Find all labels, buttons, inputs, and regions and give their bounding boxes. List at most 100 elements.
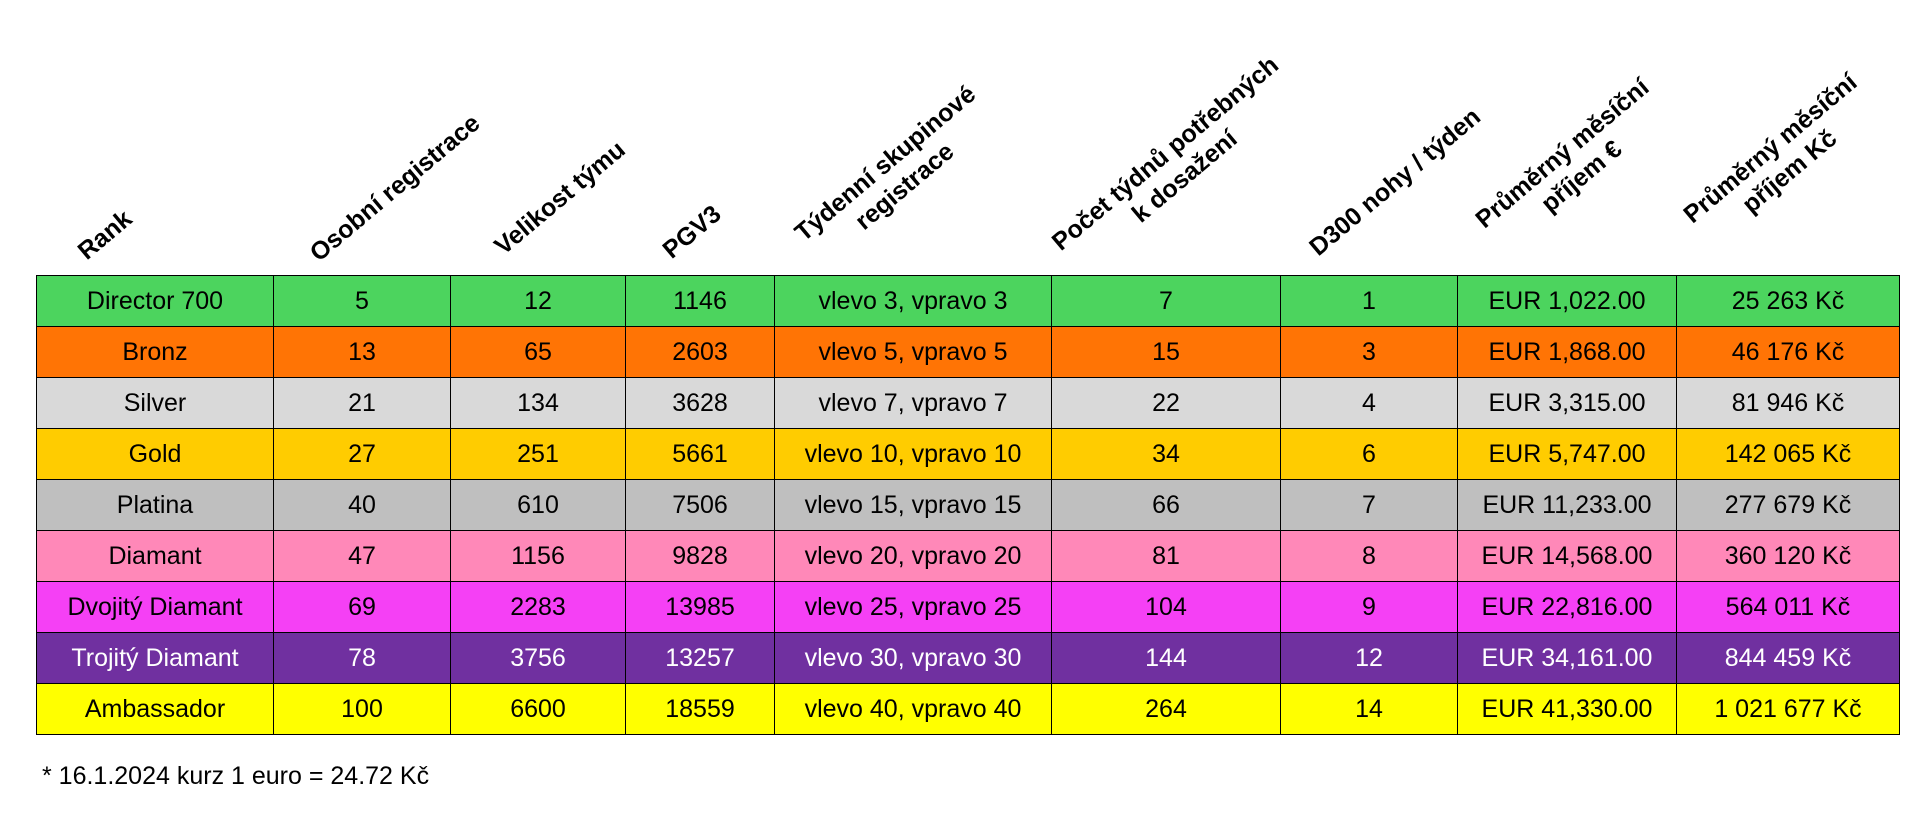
cell-osobni-registrace: 47 — [273, 530, 451, 582]
cell-tydenni-registrace: vlevo 15, vpravo 15 — [774, 479, 1052, 531]
table-row: Trojitý Diamant 78 3756 13257 vlevo 30, vpra… — [36, 632, 1900, 684]
cell-tydenni-registrace: vlevo 7, vpravo 7 — [774, 377, 1052, 429]
cell-prijem-eur: EUR 14,568.00 — [1457, 530, 1677, 582]
cell-prijem-eur: EUR 41,330.00 — [1457, 683, 1677, 735]
cell-tydenni-registrace: vlevo 3, vpravo 3 — [774, 275, 1052, 327]
cell-osobni-registrace: 5 — [273, 275, 451, 327]
cell-prijem-kc: 46 176 Kč — [1676, 326, 1900, 378]
cell-osobni-registrace: 78 — [273, 632, 451, 684]
cell-prijem-eur: EUR 22,816.00 — [1457, 581, 1677, 633]
cell-prijem-kc: 564 011 Kč — [1676, 581, 1900, 633]
header-prijem-eur: Průměrný měsíční příjem € — [1470, 72, 1675, 257]
cell-pgv3: 13985 — [625, 581, 775, 633]
cell-velikost-tymu: 12 — [450, 275, 626, 327]
cell-velikost-tymu: 134 — [450, 377, 626, 429]
rank-table: Director 700 5 12 1146 vlevo 3, vpravo 3 7 1 EU… — [36, 275, 1900, 735]
cell-d300-nohy: 6 — [1280, 428, 1458, 480]
header-velikost-tymu-line: Velikost týmu — [489, 135, 631, 261]
header-pgv3-line: PGV3 — [657, 199, 727, 265]
cell-osobni-registrace: 13 — [273, 326, 451, 378]
table-row: Platina 40 610 7506 vlevo 15, vpravo 15 66 7 EU… — [36, 479, 1900, 531]
cell-d300-nohy: 7 — [1280, 479, 1458, 531]
header-pocet-tydnu-line: k dosažení — [1126, 124, 1243, 229]
cell-prijem-kc: 277 679 Kč — [1676, 479, 1900, 531]
cell-rank: Dvojitý Diamant — [36, 581, 274, 633]
header-d300-nohy: D300 nohy / týden — [1303, 102, 1486, 263]
header-tydenni-registrace: Týdenní skupinové registrace — [789, 79, 1001, 271]
cell-pocet-tydnu: 15 — [1051, 326, 1281, 378]
header-rank-line: Rank — [72, 204, 138, 266]
cell-d300-nohy: 4 — [1280, 377, 1458, 429]
exchange-rate-footnote: * 16.1.2024 kurz 1 euro = 24.72 Kč — [42, 762, 430, 790]
table-row: Silver 21 134 3628 vlevo 7, vpravo 7 22 4 EUR 3… — [36, 377, 1900, 429]
header-d300-nohy-line: D300 nohy / týden — [1304, 102, 1486, 262]
cell-pocet-tydnu: 144 — [1051, 632, 1281, 684]
cell-pocet-tydnu: 66 — [1051, 479, 1281, 531]
cell-osobni-registrace: 69 — [273, 581, 451, 633]
header-pocet-tydnu: Počet týdnů potřebných k dosažení — [1046, 50, 1304, 280]
cell-prijem-eur: EUR 11,233.00 — [1457, 479, 1677, 531]
cell-prijem-eur: EUR 5,747.00 — [1457, 428, 1677, 480]
cell-velikost-tymu: 2283 — [450, 581, 626, 633]
cell-prijem-kc: 1 021 677 Kč — [1676, 683, 1900, 735]
cell-pocet-tydnu: 22 — [1051, 377, 1281, 429]
cell-tydenni-registrace: vlevo 25, vpravo 25 — [774, 581, 1052, 633]
header-velikost-tymu: Velikost týmu — [489, 135, 632, 262]
cell-prijem-kc: 142 065 Kč — [1676, 428, 1900, 480]
cell-d300-nohy: 8 — [1280, 530, 1458, 582]
cell-prijem-eur: EUR 3,315.00 — [1457, 377, 1677, 429]
header-pocet-tydnu-line: Počet týdnů potřebných — [1046, 50, 1284, 257]
cell-prijem-eur: EUR 1,868.00 — [1457, 326, 1677, 378]
header-prijem-kc: Průměrný měsíční příjem Kč — [1678, 67, 1883, 252]
cell-d300-nohy: 1 — [1280, 275, 1458, 327]
cell-tydenni-registrace: vlevo 20, vpravo 20 — [774, 530, 1052, 582]
cell-rank: Gold — [36, 428, 274, 480]
cell-pgv3: 3628 — [625, 377, 775, 429]
cell-d300-nohy: 3 — [1280, 326, 1458, 378]
cell-rank: Silver — [36, 377, 274, 429]
table-row: Ambassador 100 6600 18559 vlevo 40, vpravo 4… — [36, 683, 1900, 735]
cell-velikost-tymu: 3756 — [450, 632, 626, 684]
table-row: Director 700 5 12 1146 vlevo 3, vpravo 3 7 1 EU… — [36, 275, 1900, 327]
table-row: Diamant 47 1156 9828 vlevo 20, vpravo 20 81 8 E… — [36, 530, 1900, 582]
cell-pocet-tydnu: 104 — [1051, 581, 1281, 633]
cell-prijem-eur: EUR 1,022.00 — [1457, 275, 1677, 327]
header-pgv3: PGV3 — [657, 199, 727, 265]
cell-pocet-tydnu: 34 — [1051, 428, 1281, 480]
cell-velikost-tymu: 610 — [450, 479, 626, 531]
cell-prijem-kc: 844 459 Kč — [1676, 632, 1900, 684]
cell-osobni-registrace: 27 — [273, 428, 451, 480]
table-row: Bronz 13 65 2603 vlevo 5, vpravo 5 15 3 EUR 1,8… — [36, 326, 1900, 378]
cell-prijem-eur: EUR 34,161.00 — [1457, 632, 1677, 684]
cell-rank: Director 700 — [36, 275, 274, 327]
cell-pgv3: 2603 — [625, 326, 775, 378]
cell-rank: Bronz — [36, 326, 274, 378]
cell-osobni-registrace: 100 — [273, 683, 451, 735]
cell-d300-nohy: 14 — [1280, 683, 1458, 735]
cell-tydenni-registrace: vlevo 30, vpravo 30 — [774, 632, 1052, 684]
cell-osobni-registrace: 21 — [273, 377, 451, 429]
cell-pgv3: 13257 — [625, 632, 775, 684]
cell-prijem-kc: 360 120 Kč — [1676, 530, 1900, 582]
cell-rank: Platina — [36, 479, 274, 531]
cell-tydenni-registrace: vlevo 5, vpravo 5 — [774, 326, 1052, 378]
cell-osobni-registrace: 40 — [273, 479, 451, 531]
cell-pocet-tydnu: 264 — [1051, 683, 1281, 735]
table-row: Dvojitý Diamant 69 2283 13985 vlevo 25, vpra… — [36, 581, 1900, 633]
cell-rank: Trojitý Diamant — [36, 632, 274, 684]
cell-tydenni-registrace: vlevo 40, vpravo 40 — [774, 683, 1052, 735]
header-osobni-registrace-line: Osobní registrace — [304, 108, 486, 268]
cell-d300-nohy: 12 — [1280, 632, 1458, 684]
cell-prijem-kc: 25 263 Kč — [1676, 275, 1900, 327]
cell-velikost-tymu: 1156 — [450, 530, 626, 582]
cell-pgv3: 9828 — [625, 530, 775, 582]
cell-prijem-kc: 81 946 Kč — [1676, 377, 1900, 429]
cell-pgv3: 5661 — [625, 428, 775, 480]
header-osobni-registrace: Osobní registrace — [304, 108, 486, 268]
cell-pgv3: 1146 — [625, 275, 775, 327]
cell-pocet-tydnu: 81 — [1051, 530, 1281, 582]
cell-rank: Diamant — [36, 530, 274, 582]
cell-pgv3: 18559 — [625, 683, 775, 735]
table-row: Gold 27 251 5661 vlevo 10, vpravo 10 34 6 EUR 5… — [36, 428, 1900, 480]
